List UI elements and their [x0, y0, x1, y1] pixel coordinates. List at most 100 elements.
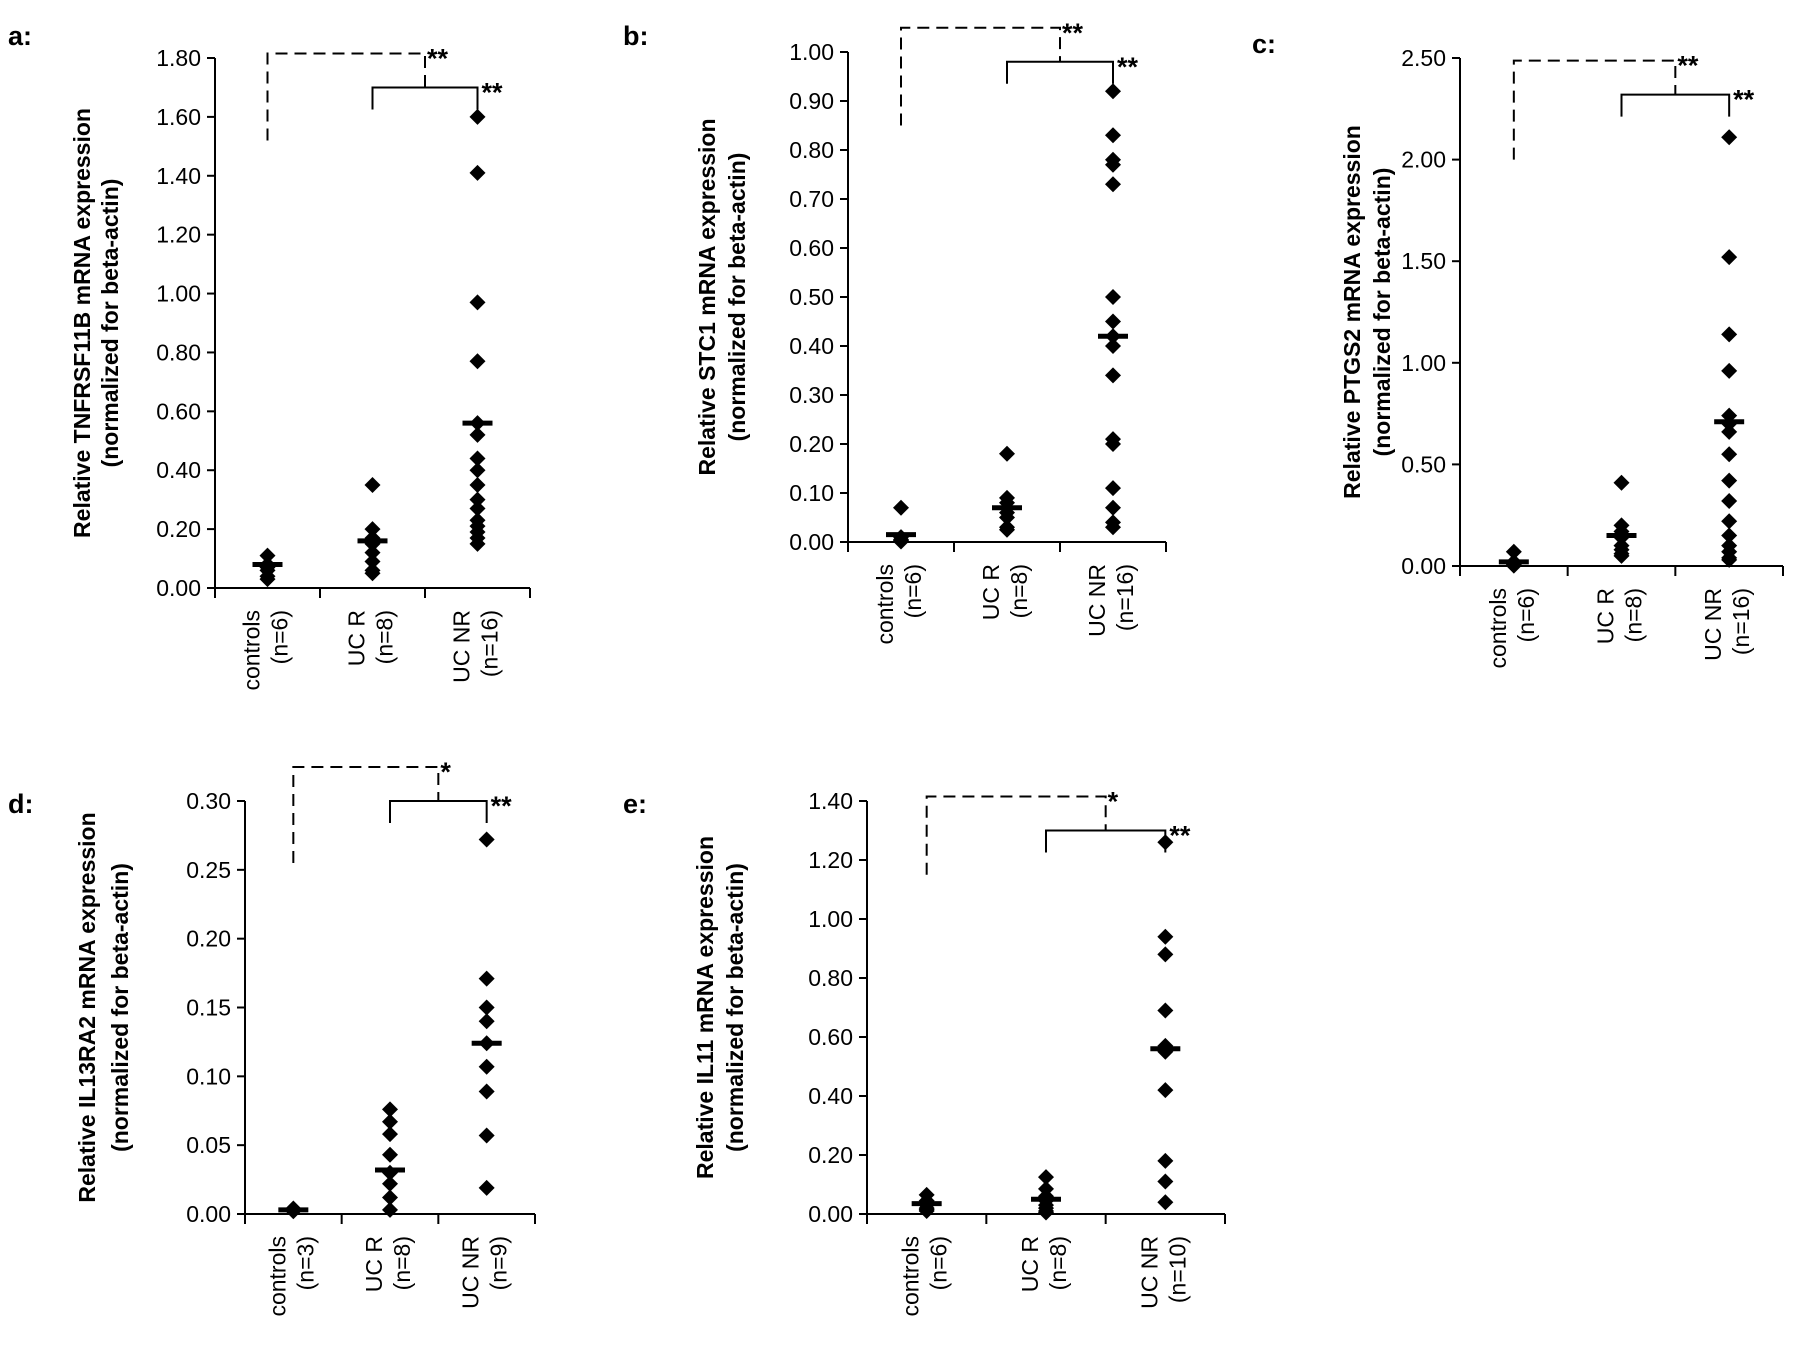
- y-axis-title: Relative IL11 mRNA expression: [692, 836, 718, 1179]
- panel-label: c:: [1252, 29, 1276, 59]
- y-tick-label: 0.30: [186, 788, 231, 814]
- x-category-label: controls: [898, 1236, 924, 1317]
- y-tick-label: 0.10: [186, 1063, 231, 1089]
- data-point: [469, 426, 486, 443]
- data-point: [259, 571, 276, 588]
- x-category-label: UC NR: [458, 1236, 484, 1309]
- significance-bracket-dashed: [1512, 59, 1677, 160]
- data-point: [478, 970, 495, 987]
- significance-bracket-dashed: [925, 795, 1107, 875]
- y-tick-label: 1.00: [1401, 350, 1446, 376]
- data-point: [469, 108, 486, 125]
- x-category-label: UC NR: [1700, 588, 1726, 661]
- data-point: [1038, 1169, 1054, 1186]
- y-tick-label: 0.60: [789, 235, 834, 261]
- data-point: [469, 500, 486, 517]
- data-point: [1721, 362, 1738, 379]
- x-category-n: (n=8): [1045, 1236, 1071, 1290]
- significance-star-dashed: *: [440, 757, 451, 787]
- x-category-label: UC R: [1593, 588, 1619, 644]
- significance-star-solid: **: [491, 791, 513, 821]
- data-point: [893, 533, 909, 550]
- data-point: [469, 164, 486, 181]
- data-point: [469, 535, 486, 552]
- x-category-label: UC NR: [1136, 1236, 1162, 1309]
- significance-star-dashed: **: [427, 43, 449, 73]
- y-tick-label: 0.00: [1401, 553, 1446, 579]
- x-category-label: controls: [1485, 588, 1511, 669]
- panel-4: d: 0.00 0.05 0.10 0.15 0.20 0.25 0.30 Relative I…: [8, 757, 536, 1317]
- panel-3: c: 0.00 0.50 1.00 1.50 2.00 2.50 Relative PTGS2…: [1252, 29, 1784, 669]
- x-category-n: (n=8): [372, 610, 398, 664]
- data-point: [1157, 1194, 1174, 1211]
- data-point: [382, 1189, 398, 1206]
- data-point: [1721, 513, 1738, 530]
- data-point: [382, 1113, 398, 1130]
- data-point: [364, 565, 381, 582]
- significance-star-dashed: **: [1062, 18, 1084, 48]
- data-point: [1105, 83, 1121, 100]
- x-category-label: UC NR: [449, 610, 475, 683]
- panel-label: b:: [623, 21, 648, 51]
- y-axis-title: Relative PTGS2 mRNA expression: [1339, 125, 1365, 499]
- y-tick-label: 0.40: [789, 333, 834, 359]
- data-point: [382, 1146, 398, 1163]
- data-point: [469, 353, 486, 370]
- significance-bracket-dashed: [266, 52, 426, 141]
- x-category-n: (n=10): [1164, 1236, 1190, 1303]
- data-point: [1505, 543, 1522, 560]
- y-tick-label: 1.80: [156, 45, 201, 71]
- data-point: [382, 1126, 398, 1143]
- significance-star-dashed: *: [1108, 787, 1119, 817]
- significance-bracket-solid: [389, 800, 488, 823]
- data-point: [1105, 480, 1121, 497]
- data-point: [382, 1175, 398, 1192]
- data-point: [364, 553, 381, 570]
- y-tick-label: 0.20: [156, 516, 201, 542]
- y-tick-label: 0.00: [156, 575, 201, 601]
- data-point: [478, 1013, 495, 1030]
- y-tick-label: 1.40: [808, 788, 853, 814]
- data-point: [364, 521, 381, 538]
- data-point: [1613, 547, 1630, 564]
- significance-star-dashed: **: [1677, 51, 1699, 81]
- x-category-n: (n=6): [900, 564, 926, 618]
- data-point: [478, 1058, 495, 1075]
- y-tick-label: 0.60: [808, 1024, 853, 1050]
- data-point: [259, 547, 276, 564]
- x-category-n: (n=8): [1006, 564, 1032, 618]
- y-tick-label: 2.50: [1401, 45, 1446, 71]
- y-tick-label: 0.80: [789, 137, 834, 163]
- data-point: [469, 476, 486, 493]
- y-axis-subtitle: (normalized for beta-actin): [722, 863, 748, 1152]
- data-point: [1157, 1152, 1174, 1169]
- data-point: [1721, 527, 1738, 544]
- x-category-n: (n=3): [292, 1236, 318, 1290]
- data-point: [1105, 313, 1121, 330]
- y-tick-label: 0.20: [808, 1142, 853, 1168]
- y-tick-label: 0.00: [808, 1201, 853, 1227]
- data-point: [1157, 1173, 1174, 1190]
- significance-star-solid: **: [482, 77, 504, 107]
- data-point: [1157, 928, 1174, 945]
- data-point: [1157, 946, 1174, 963]
- y-tick-label: 0.00: [789, 529, 834, 555]
- data-point: [1721, 492, 1738, 509]
- y-tick-label: 1.00: [789, 39, 834, 65]
- y-tick-label: 0.90: [789, 88, 834, 114]
- data-point: [1721, 423, 1738, 440]
- x-category-n: (n=16): [477, 610, 503, 677]
- x-category-label: UC R: [1017, 1236, 1043, 1292]
- panel-label: a:: [8, 21, 32, 51]
- data-point: [1105, 176, 1121, 193]
- x-category-n: (n=6): [1513, 588, 1539, 642]
- data-point: [1105, 436, 1121, 452]
- y-tick-label: 0.10: [789, 480, 834, 506]
- data-point: [469, 294, 486, 311]
- data-point: [1721, 326, 1738, 343]
- data-point: [1105, 338, 1121, 354]
- panel-1: a: 0.00 0.20 0.40 0.60 0.80 1.00 1.20 1.40 1.60 1.…: [8, 21, 531, 691]
- data-point: [478, 831, 495, 848]
- data-point: [1157, 1082, 1174, 1099]
